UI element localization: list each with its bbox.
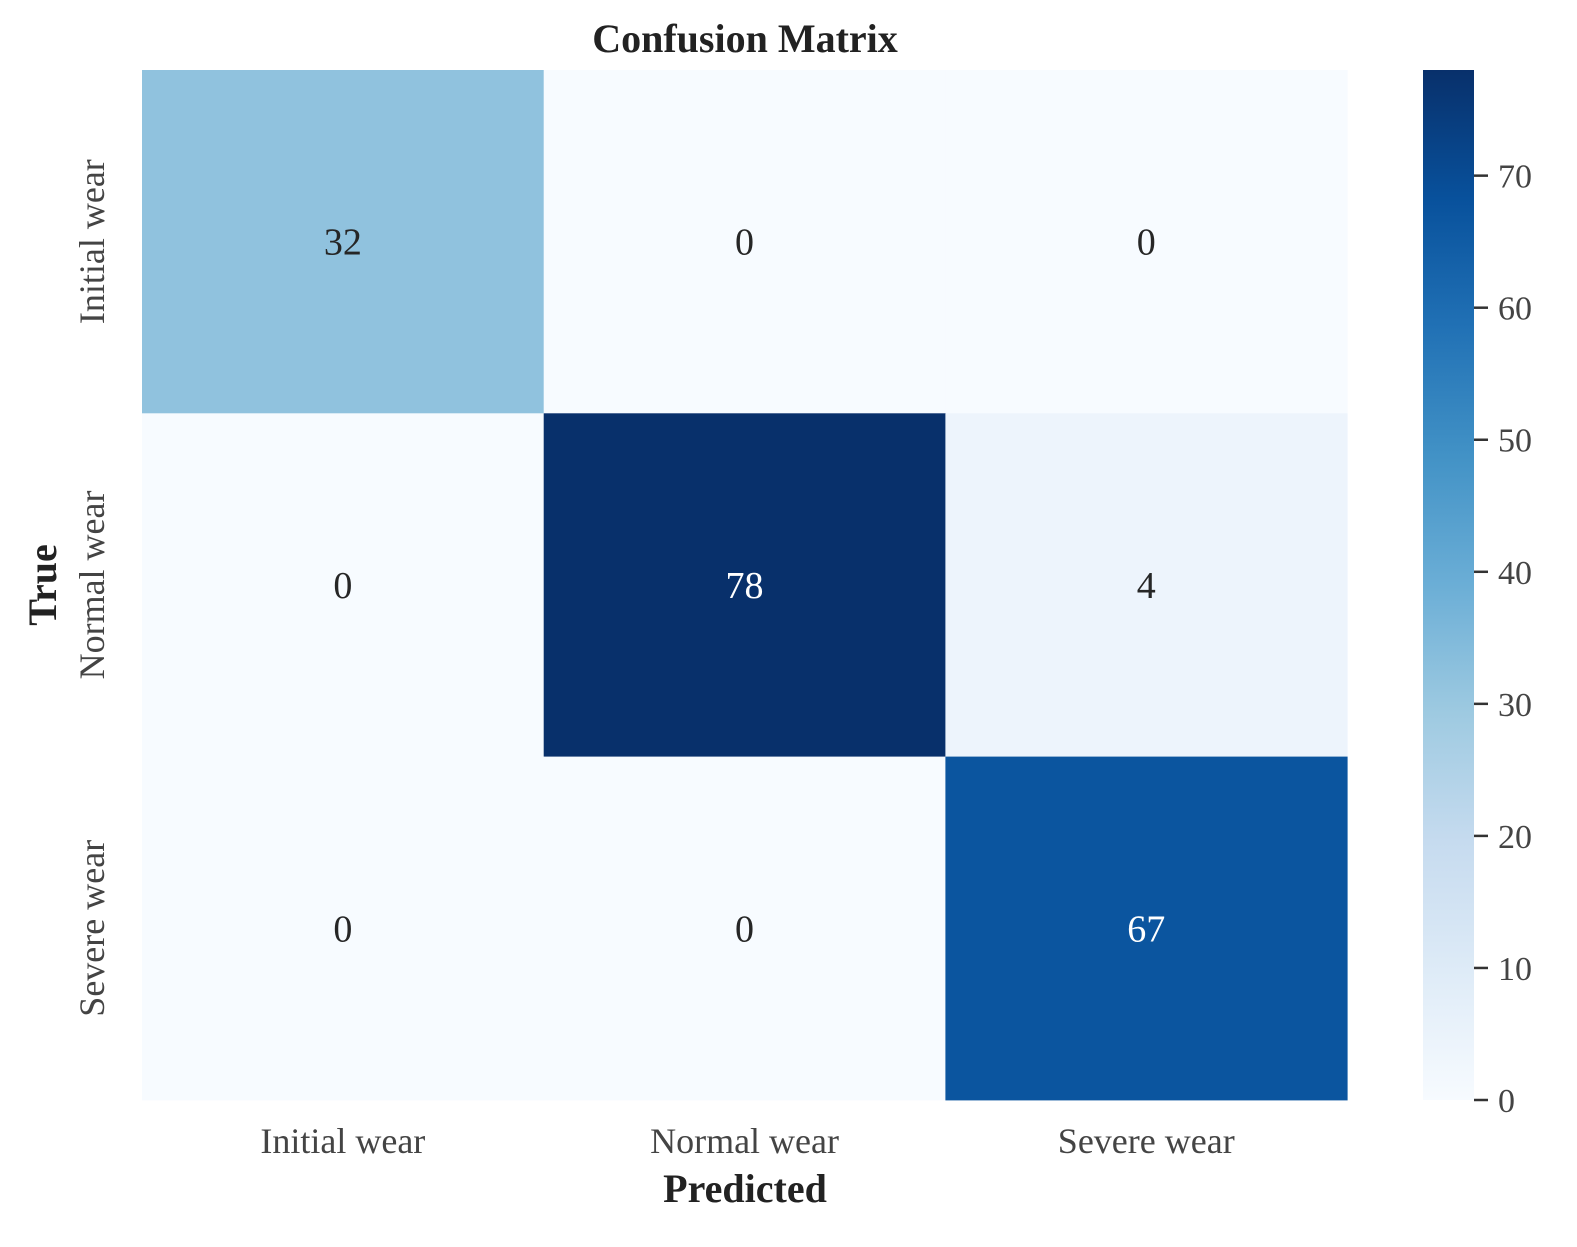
cell-value-label: 32 <box>324 222 362 264</box>
heatmap-cell-severe-wear-severe-wear <box>945 756 1348 1101</box>
colorbar-tick-label: 50 <box>1498 423 1532 460</box>
heatmap-cell-normal-wear-severe-wear <box>945 413 1348 758</box>
x-tick-labels: Initial wear Normal wear Severe wear <box>260 1121 1234 1161</box>
colorbar-gradient <box>1423 70 1474 1100</box>
heatmap-cells: 32 0 0 0 78 4 0 0 67 <box>142 70 1348 1101</box>
colorbar-tick-label: 0 <box>1498 1083 1515 1120</box>
heatmap-cell-initial-wear-initial-wear <box>142 70 545 414</box>
cell-value-label: 0 <box>735 222 754 264</box>
cell-value-label: 0 <box>735 908 754 950</box>
y-tick-labels: Initial wear Normal wear Severe wear <box>72 159 112 1017</box>
cell-value-label: 0 <box>333 565 352 607</box>
colorbar-tick-label: 60 <box>1498 291 1532 328</box>
colorbar: 0 10 20 30 40 50 60 70 <box>1423 70 1532 1120</box>
heatmap-cell-normal-wear-initial-wear <box>142 413 545 758</box>
x-tick-label-normal-wear: Normal wear <box>650 1121 839 1161</box>
chart-title: Confusion Matrix <box>592 16 898 61</box>
colorbar-tick-label: 10 <box>1498 951 1532 988</box>
heatmap-cell-severe-wear-normal-wear <box>543 756 946 1101</box>
x-axis-label: Predicted <box>663 1166 827 1211</box>
y-tick-label-severe-wear: Severe wear <box>72 840 112 1017</box>
cell-value-label: 67 <box>1127 908 1165 950</box>
x-tick-label-initial-wear: Initial wear <box>260 1121 425 1161</box>
colorbar-tick-label: 70 <box>1498 159 1532 196</box>
cell-value-label: 0 <box>1137 222 1156 264</box>
x-tick-label-severe-wear: Severe wear <box>1058 1121 1235 1161</box>
heatmap-cell-initial-wear-severe-wear <box>945 70 1348 414</box>
cell-value-label: 78 <box>726 565 764 607</box>
y-tick-label-normal-wear: Normal wear <box>72 490 112 679</box>
y-axis-label: True <box>20 544 65 625</box>
colorbar-ticks: 0 10 20 30 40 50 60 70 <box>1474 159 1532 1120</box>
heatmap-cell-severe-wear-initial-wear <box>142 756 545 1101</box>
colorbar-tick-label: 30 <box>1498 687 1532 724</box>
heatmap-cell-initial-wear-normal-wear <box>543 70 946 414</box>
colorbar-tick-label: 40 <box>1498 555 1532 592</box>
cell-value-label: 0 <box>333 908 352 950</box>
heatmap-cell-normal-wear-normal-wear <box>543 413 946 758</box>
colorbar-tick-label: 20 <box>1498 819 1532 856</box>
cell-value-label: 4 <box>1137 565 1156 607</box>
y-tick-label-initial-wear: Initial wear <box>72 159 112 324</box>
